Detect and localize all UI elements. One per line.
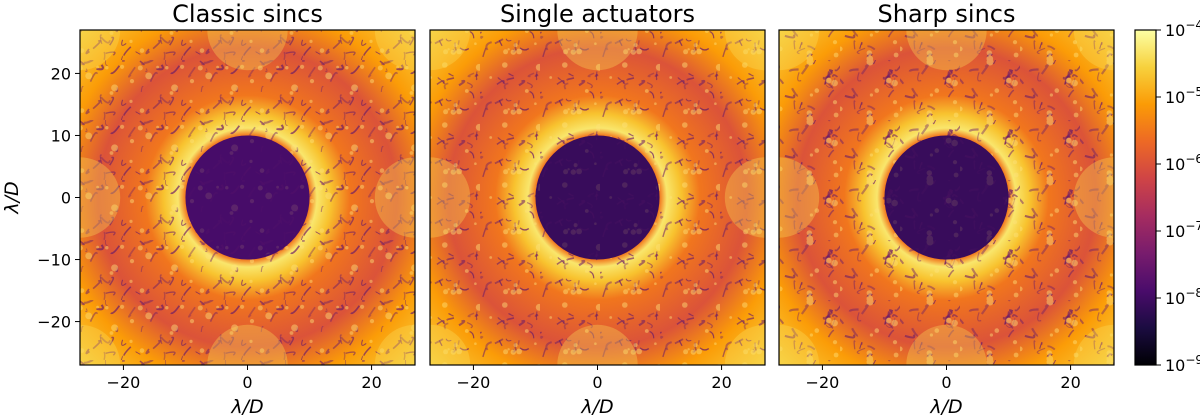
- x-axis-label: λ/D: [929, 396, 962, 418]
- colorbar-tick-label: 10−6: [1165, 152, 1200, 174]
- bright-lobe: [80, 157, 121, 238]
- intensity-map: [80, 30, 415, 365]
- panel-3: Sharp sincs −20 0 20 λ/D: [778, 0, 1115, 418]
- bright-lobe: [430, 30, 471, 71]
- panel-1: Classic sincs −20 0 20 −20 −10 0 10 20 λ/D λ/D: [1, 0, 416, 418]
- x-tick-label: 0: [941, 373, 951, 392]
- bright-lobe: [779, 157, 820, 238]
- dark-hole-noise: [187, 137, 308, 258]
- x-tick-label: 20: [1060, 373, 1080, 392]
- panels-group: Classic sincs−20 0 20−20−1001020λ/Dλ/DSing…: [1, 0, 1115, 418]
- bright-lobe: [1073, 157, 1114, 238]
- bright-lobe: [207, 30, 288, 71]
- x-tick-label: −20: [107, 373, 141, 392]
- x-tick-label: 20: [711, 373, 731, 392]
- x-tick-label: −20: [457, 373, 491, 392]
- intensity-map: [430, 30, 765, 365]
- colorbar-gradient: [1135, 30, 1156, 365]
- y-tick-label: −20: [37, 313, 71, 332]
- bright-lobe: [430, 157, 471, 238]
- bright-lobe: [430, 324, 471, 365]
- colorbar-tick-label: 10−4: [1165, 18, 1200, 40]
- colorbar-frame: [1134, 29, 1157, 366]
- colorbar-tick-label: 10−9: [1165, 353, 1200, 375]
- bright-lobe: [779, 324, 820, 365]
- y-tick-label: 0: [61, 189, 71, 208]
- bright-lobe: [80, 324, 121, 365]
- colorbar-tick-label: 10−5: [1165, 85, 1200, 107]
- dark-hole-noise: [537, 137, 658, 258]
- x-axis-label: λ/D: [580, 396, 613, 418]
- y-tick-label: 20: [51, 64, 71, 83]
- panel-title: Classic sincs: [172, 0, 323, 28]
- x-tick-label: 0: [592, 373, 602, 392]
- bright-lobe: [557, 30, 638, 71]
- bright-lobe: [557, 324, 638, 365]
- dark-hole-noise: [886, 137, 1007, 258]
- colorbar-tick-label: 10−8: [1165, 286, 1200, 308]
- bright-lobe: [1073, 324, 1114, 365]
- bright-lobe: [374, 324, 415, 365]
- y-tick-label: −10: [37, 251, 71, 270]
- colorbar-tick-label: 10−7: [1165, 219, 1200, 241]
- bright-lobe: [724, 30, 765, 71]
- bright-lobe: [906, 324, 987, 365]
- bright-lobe: [779, 30, 820, 71]
- panel-title: Sharp sincs: [878, 0, 1016, 28]
- bright-lobe: [374, 157, 415, 238]
- bright-lobe: [80, 30, 121, 71]
- intensity-map: [779, 30, 1114, 365]
- x-tick-label: −20: [806, 373, 840, 392]
- bright-lobe: [1073, 30, 1114, 71]
- bright-lobe: [374, 30, 415, 71]
- colorbar-group: 10−4 10−5 10−6 10−7 10−8 10−9: [1134, 18, 1200, 375]
- panel-2: Single actuators −20 0 20 λ/D: [429, 0, 766, 418]
- bright-lobe: [906, 30, 987, 71]
- x-axis-label: λ/D: [230, 396, 263, 418]
- panel-title: Single actuators: [500, 0, 695, 28]
- y-tick-label: 10: [51, 126, 71, 145]
- y-axis-label: λ/D: [1, 181, 23, 214]
- x-tick-label: 0: [242, 373, 252, 392]
- bright-lobe: [724, 324, 765, 365]
- bright-lobe: [724, 157, 765, 238]
- bright-lobe: [207, 324, 288, 365]
- x-tick-label: 20: [361, 373, 381, 392]
